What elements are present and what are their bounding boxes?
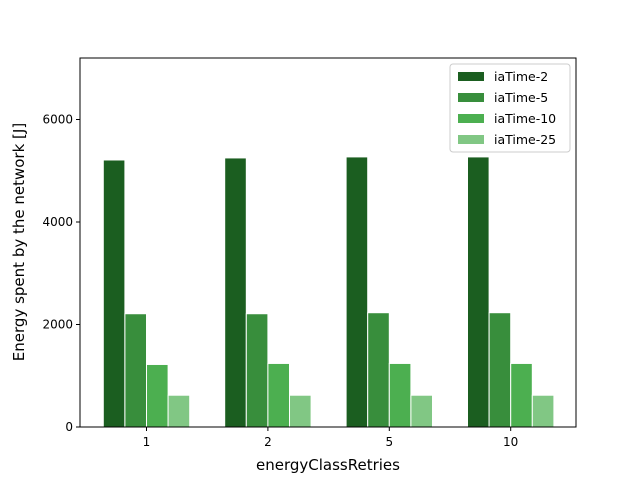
- x-tick-label: 2: [264, 435, 272, 449]
- axes: 0 2000 4000 6000 1 2 5 10: [42, 57, 577, 449]
- bar-iaTime-5-10: [488, 312, 512, 428]
- legend-entry-label: iaTime-10: [494, 111, 556, 126]
- bar-iaTime-5-5: [367, 312, 390, 428]
- legend-swatch: [458, 135, 484, 144]
- x-tick-label: 1: [143, 435, 151, 449]
- bar-iaTime-10-1: [146, 363, 169, 428]
- bar-iaTime-25-1: [167, 394, 191, 428]
- bar-iaTime-10-10: [510, 362, 533, 428]
- y-axis-label: Energy spent by the network [J]: [10, 123, 28, 361]
- y-tick-label: 0: [65, 420, 73, 434]
- x-tick-label: 10: [503, 435, 518, 449]
- bar-iaTime-25-2: [289, 394, 312, 428]
- bar-iaTime-2-10: [467, 156, 490, 428]
- y-tick-label: 4000: [42, 215, 73, 229]
- legend: iaTime-2 iaTime-5 iaTime-10 iaTime-25: [449, 63, 571, 153]
- bar-iaTime-25-10: [531, 394, 555, 428]
- legend-entry-label: iaTime-2: [494, 69, 548, 84]
- bar-iaTime-10-2: [267, 362, 290, 428]
- bar-iaTime-5-2: [245, 313, 269, 428]
- bar-iaTime-25-5: [410, 394, 433, 428]
- legend-box: [449, 63, 571, 153]
- y-tick-label: 6000: [42, 113, 73, 127]
- bar-iaTime-5-1: [124, 313, 148, 428]
- bars: [102, 156, 555, 428]
- legend-swatch: [458, 72, 484, 81]
- bar-iaTime-10-5: [388, 362, 412, 428]
- legend-swatch: [458, 114, 484, 123]
- legend-entry-label: iaTime-5: [494, 90, 548, 105]
- x-axis-label: energyClassRetries: [256, 456, 400, 474]
- legend-swatch: [458, 93, 484, 102]
- y-tick-label: 2000: [42, 318, 73, 332]
- plot-frame: [79, 57, 577, 428]
- bar-iaTime-2-2: [224, 157, 247, 428]
- x-tick-label: 5: [385, 435, 393, 449]
- legend-entry-label: iaTime-25: [494, 132, 556, 147]
- bar-iaTime-2-5: [345, 156, 369, 428]
- bar-iaTime-2-1: [102, 159, 126, 428]
